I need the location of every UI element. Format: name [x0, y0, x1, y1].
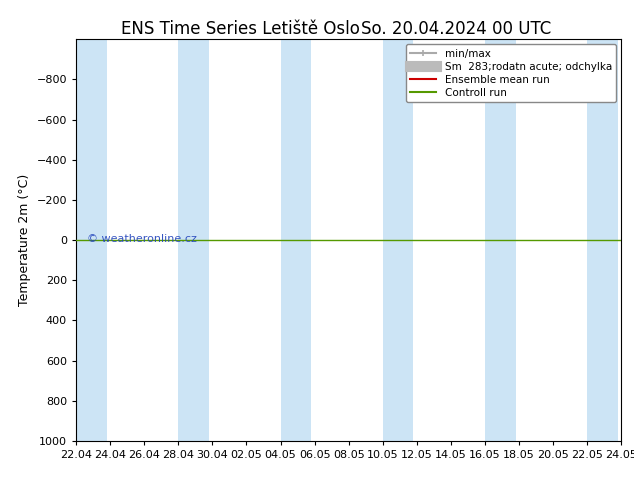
Text: © weatheronline.cz: © weatheronline.cz — [87, 234, 197, 244]
Text: So. 20.04.2024 00 UTC: So. 20.04.2024 00 UTC — [361, 20, 552, 38]
Text: ENS Time Series Letiště Oslo: ENS Time Series Letiště Oslo — [122, 20, 360, 38]
Legend: min/max, Sm  283;rodatn acute; odchylka, Ensemble mean run, Controll run: min/max, Sm 283;rodatn acute; odchylka, … — [406, 45, 616, 102]
Y-axis label: Temperature 2m (°C): Temperature 2m (°C) — [18, 174, 31, 306]
Bar — [280, 39, 311, 441]
Bar — [485, 39, 515, 441]
Bar — [383, 39, 413, 441]
Bar — [587, 39, 618, 441]
Bar — [178, 39, 209, 441]
Bar — [76, 39, 107, 441]
